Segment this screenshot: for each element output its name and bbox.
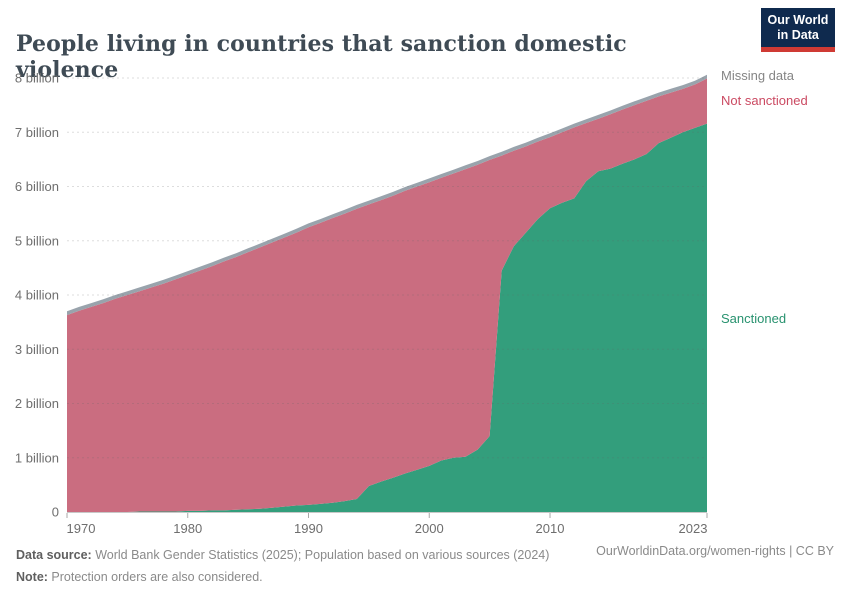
y-tick-label: 7 billion	[15, 125, 59, 140]
x-tick-label: 2023	[679, 521, 708, 536]
area-not-sanctioned[interactable]	[67, 78, 707, 513]
note-label: Note:	[16, 570, 48, 585]
y-tick-label: 2 billion	[15, 396, 59, 411]
y-tick-label: 3 billion	[15, 342, 59, 357]
y-tick-label: 4 billion	[15, 288, 59, 303]
stacked-area-chart: 0 1 billion 2 billion 3 billion 4 billion 5 b…	[15, 71, 708, 536]
footer-link[interactable]: OurWorldinData.org/women-rights | CC BY	[596, 544, 834, 558]
x-tick-label: 2010	[536, 521, 565, 536]
data-source-line: Data source: World Bank Gender Statistic…	[16, 544, 549, 566]
legend-missing-data[interactable]: Missing data	[721, 68, 794, 83]
data-source-text: World Bank Gender Statistics (2025); Pop…	[91, 548, 550, 562]
owid-logo-line1: Our World	[767, 13, 829, 27]
note-text: Protection orders are also considered.	[47, 570, 263, 585]
x-tick-label: 1970	[67, 521, 96, 536]
x-tick-label: 2000	[415, 521, 444, 536]
area-missing-data[interactable]	[67, 74, 707, 316]
note-line: Note: Protection orders are also conside…	[16, 566, 549, 588]
x-tick-label: 1990	[294, 521, 323, 536]
legend-sanctioned[interactable]: Sanctioned	[721, 311, 787, 326]
legend-not-sanctioned[interactable]: Not sanctioned	[721, 93, 808, 108]
y-tick-label: 6 billion	[15, 179, 59, 194]
x-tick-label: 1980	[173, 521, 202, 536]
y-tick-label: 0	[52, 505, 59, 520]
y-tick-label: 5 billion	[15, 233, 59, 248]
page-title: People living in countries that sanction…	[16, 30, 627, 84]
area-sanctioned[interactable]	[67, 123, 707, 512]
data-source-label: Data source:	[16, 548, 92, 562]
footer-source-note: Data source: World Bank Gender Statistic…	[16, 544, 549, 589]
y-tick-label: 8 billion	[15, 71, 59, 86]
owid-logo[interactable]: Our World in Data	[761, 8, 835, 52]
chart-footer: Data source: World Bank Gender Statistic…	[0, 544, 850, 589]
owid-logo-line2: in Data	[777, 28, 819, 42]
y-tick-label: 1 billion	[15, 450, 59, 465]
